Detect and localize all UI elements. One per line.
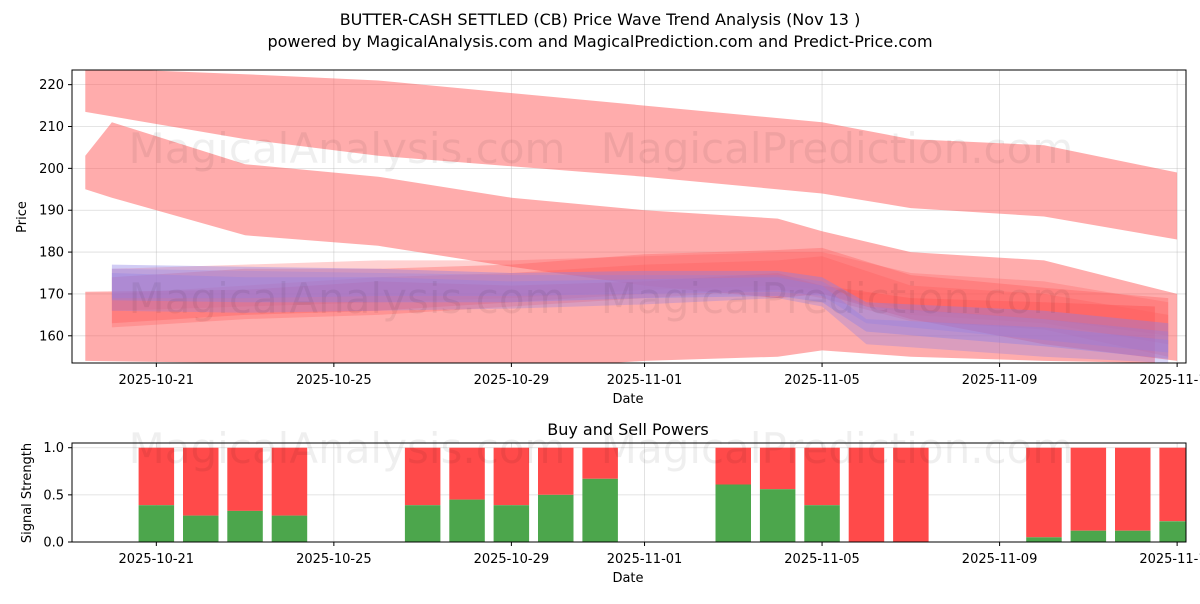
price-y-tick-label: 180 <box>39 246 64 261</box>
signal-y-tick-label: 1.0 <box>43 441 64 456</box>
sell-bar-2025-10-22 <box>183 447 219 516</box>
price-x-tick-label: 2025-10-29 <box>474 373 550 388</box>
sell-bar-2025-10-29 <box>493 447 530 506</box>
sell-bar-2025-11-12 <box>1115 447 1151 531</box>
signal-x-tick-label: 2025-11-09 <box>962 552 1038 567</box>
price-y-tick-label: 210 <box>39 120 64 135</box>
price-y-tick-label: 200 <box>39 162 64 177</box>
signal-panel-title: Buy and Sell Powers <box>547 420 709 439</box>
signal-y-axis-label: Signal Strength <box>20 443 35 543</box>
buy-bar-2025-11-13 <box>1159 521 1186 542</box>
price-y-tick-label: 220 <box>39 78 64 93</box>
price-axis-ticks: 160 170 180 190 200 210 220 2025-10-21 2025-10-2… <box>39 78 1200 388</box>
buy-bar-2025-11-05 <box>804 505 840 542</box>
buy-bar-2025-10-21 <box>138 505 175 542</box>
sell-bar-2025-11-11 <box>1070 447 1107 531</box>
price-plot-frame <box>71 69 1187 364</box>
sell-bar-2025-11-04 <box>759 447 796 490</box>
price-y-tick-label: 170 <box>39 287 64 302</box>
watermark-analysis-mid: MagicalAnalysis.com <box>129 274 566 323</box>
buy-bar-2025-10-22 <box>183 515 219 542</box>
signal-axis-ticks: 0.0 0.5 1.0 2025-10-21 2025-10-25 2025-10-29 2… <box>43 441 1200 567</box>
sell-bar-2025-10-27 <box>404 447 441 506</box>
sell-bar-2025-11-07 <box>893 447 929 542</box>
signal-x-tick-label: 2025-10-21 <box>119 552 195 567</box>
signal-y-tick-label: 0.5 <box>43 488 64 503</box>
price-y-axis-label: Price <box>15 201 30 233</box>
sell-bar-2025-11-10 <box>1026 447 1062 538</box>
price-x-tick-label: 2025-10-25 <box>296 373 372 388</box>
watermark-prediction-bottom: MagicalPrediction.com <box>601 424 1074 473</box>
buy-bar-2025-10-24 <box>271 515 308 542</box>
buy-bar-2025-10-31 <box>582 478 618 542</box>
buy-bar-2025-10-30 <box>538 494 574 542</box>
signal-x-tick-label: 2025-11-05 <box>784 552 860 567</box>
price-wave-band-6 <box>111 252 1169 336</box>
buy-bar-2025-10-28 <box>449 499 485 542</box>
price-x-tick-label: 2025-11-09 <box>962 373 1038 388</box>
signal-x-tick-label: 2025-11-13 <box>1139 552 1200 567</box>
watermark-analysis-bottom: MagicalAnalysis.com <box>129 424 566 473</box>
watermark-analysis-top: MagicalAnalysis.com <box>129 124 566 173</box>
buy-bar-2025-10-27 <box>404 505 441 542</box>
price-wave-band-3 <box>85 273 1155 363</box>
price-panel: MagicalAnalysis.com MagicalPrediction.co… <box>15 69 1200 407</box>
sell-bar-2025-10-24 <box>271 447 308 516</box>
sell-bar-2025-11-03 <box>715 447 751 485</box>
chart-subtitle: powered by MagicalAnalysis.com and Magic… <box>267 32 932 51</box>
price-wave-band-8 <box>111 273 1169 363</box>
signal-plot-frame <box>71 442 1187 543</box>
price-y-tick-label: 160 <box>39 329 64 344</box>
sell-bar-2025-11-06 <box>848 447 885 542</box>
chart-title: BUTTER-CASH SETTLED (CB) Price Wave Tren… <box>340 10 861 29</box>
signal-x-tick-label: 2025-10-25 <box>296 552 372 567</box>
signal-bars <box>138 447 1186 542</box>
signal-panel: Buy and Sell Powers MagicalAnalysis.com … <box>20 420 1200 586</box>
buy-bar-2025-11-04 <box>759 489 796 542</box>
price-x-tick-label: 2025-11-13 <box>1139 373 1200 388</box>
sell-bar-2025-10-31 <box>582 447 618 479</box>
buy-bar-2025-10-23 <box>227 510 263 542</box>
price-wave-band-7 <box>111 264 1169 359</box>
signal-x-tick-label: 2025-11-01 <box>607 552 683 567</box>
price-x-tick-label: 2025-10-21 <box>119 373 195 388</box>
sell-bar-2025-11-13 <box>1159 447 1186 522</box>
signal-x-tick-label: 2025-10-29 <box>474 552 550 567</box>
buy-bar-2025-11-03 <box>715 484 751 542</box>
sell-bar-2025-10-28 <box>449 447 485 500</box>
buy-bar-2025-11-11 <box>1070 530 1107 542</box>
buy-bar-2025-11-12 <box>1115 530 1151 542</box>
watermark-prediction-mid: MagicalPrediction.com <box>601 274 1074 323</box>
sell-bar-2025-10-21 <box>138 447 175 506</box>
signal-x-axis-label: Date <box>612 571 643 586</box>
sell-bar-2025-11-05 <box>804 447 840 506</box>
price-x-tick-label: 2025-11-05 <box>784 373 860 388</box>
signal-y-tick-label: 0.0 <box>43 536 64 551</box>
buy-bar-2025-11-10 <box>1026 537 1062 542</box>
price-wave-band-4 <box>111 247 1169 357</box>
price-x-tick-label: 2025-11-01 <box>607 373 683 388</box>
price-wave-bands <box>85 70 1178 363</box>
price-wave-band-1 <box>85 70 1178 240</box>
price-y-tick-label: 190 <box>39 204 64 219</box>
buy-bar-2025-10-29 <box>493 505 530 542</box>
sell-bar-2025-10-23 <box>227 447 263 511</box>
sell-bar-2025-10-30 <box>538 447 574 495</box>
watermark-prediction-top: MagicalPrediction.com <box>601 124 1074 173</box>
price-x-axis-label: Date <box>612 392 643 407</box>
price-wave-band-5 <box>111 256 1169 345</box>
price-wave-band-9 <box>111 268 1169 353</box>
